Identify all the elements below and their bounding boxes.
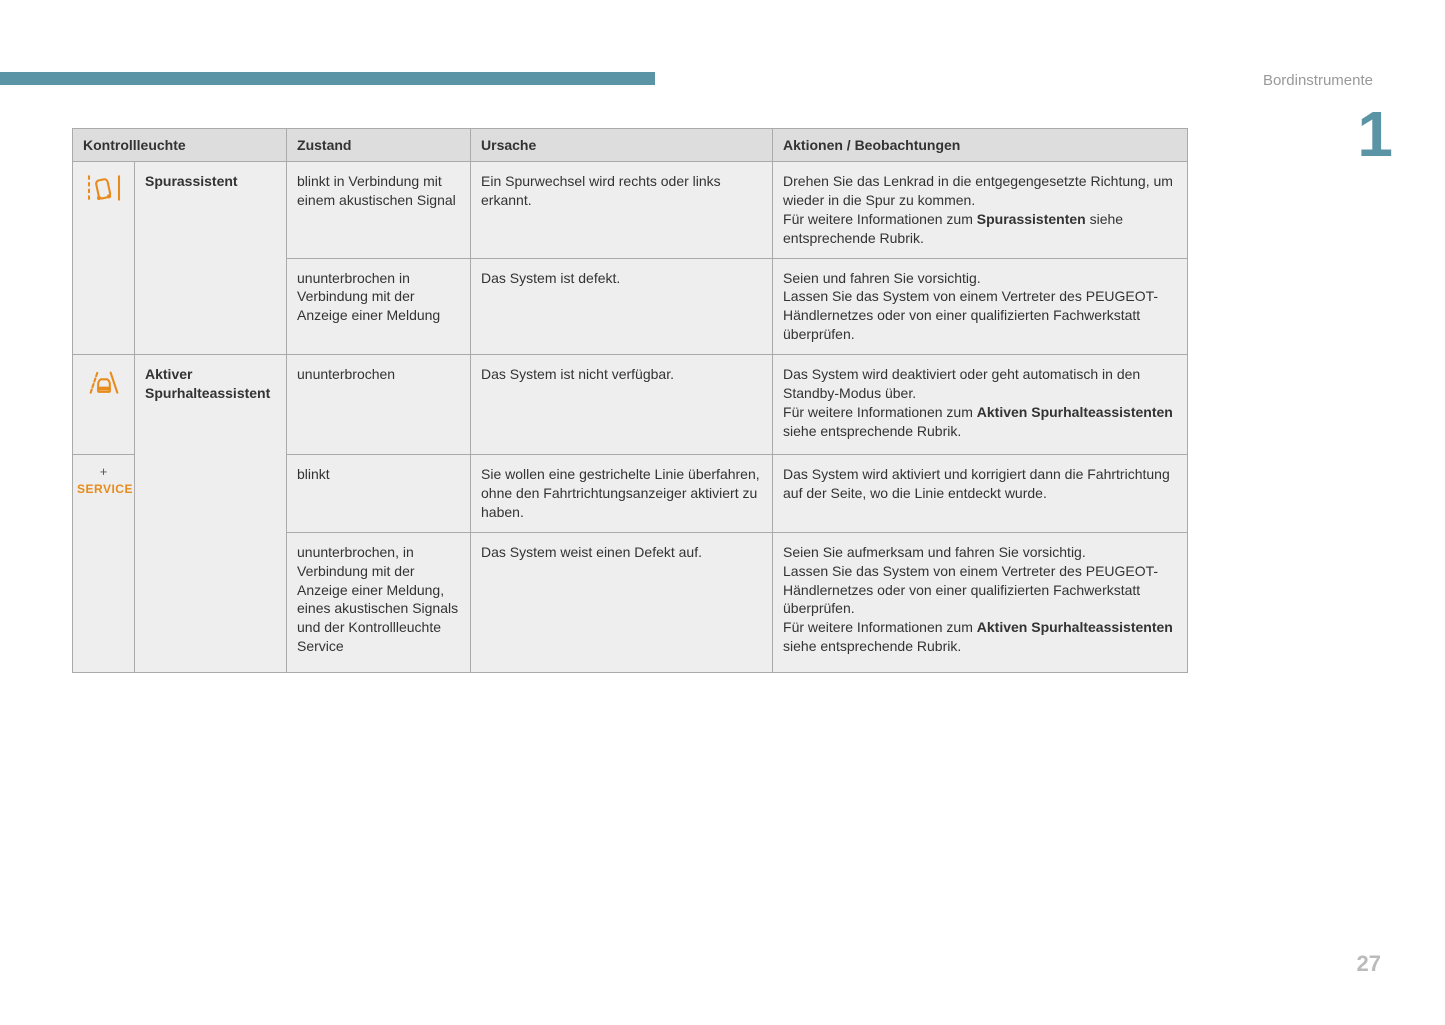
action-r1-bold: Spurassistenten bbox=[977, 211, 1086, 227]
action-r3-line1: Das System wird deaktiviert oder geht au… bbox=[783, 366, 1140, 401]
top-accent-bar bbox=[0, 72, 655, 85]
action-r2-line1: Seien und fahren Sie vorsichtig. bbox=[783, 270, 981, 286]
action-r2-line2: Lassen Sie das System von einem Vertrete… bbox=[783, 288, 1158, 342]
action-r5-line1: Seien Sie aufmerksam und fahren Sie vors… bbox=[783, 544, 1086, 560]
name-spurassistent: Spurassistent bbox=[135, 162, 287, 355]
table-header-row: Kontrollleuchte Zustand Ursache Aktionen… bbox=[73, 129, 1188, 162]
header-ursache: Ursache bbox=[471, 129, 773, 162]
action-r3-line2a: Für weitere Informationen zum bbox=[783, 404, 977, 420]
icon-cell-spurassistent bbox=[73, 162, 135, 355]
action-r5-bold: Aktiven Spurhalteassistenten bbox=[977, 619, 1173, 635]
cause-r3: Das System ist nicht verfügbar. bbox=[471, 355, 773, 455]
header-zustand: Zustand bbox=[287, 129, 471, 162]
service-label: SERVICE bbox=[77, 481, 130, 497]
page-number: 27 bbox=[1357, 951, 1381, 977]
state-r2: ununterbrochen in Verbindung mit der Anz… bbox=[287, 258, 471, 355]
action-r1-line2a: Für weitere Informationen zum bbox=[783, 211, 977, 227]
action-r5-line2: Lassen Sie das System von einem Vertrete… bbox=[783, 563, 1158, 617]
action-r2: Seien und fahren Sie vorsichtig. Lassen … bbox=[773, 258, 1188, 355]
section-label: Bordinstrumente bbox=[1263, 72, 1373, 89]
action-r5-line3c: siehe entsprechende Rubrik. bbox=[783, 638, 961, 654]
state-r1: blinkt in Verbindung mit einem akustisch… bbox=[287, 162, 471, 259]
action-r5: Seien Sie aufmerksam und fahren Sie vors… bbox=[773, 532, 1188, 672]
state-r5: ununterbrochen, in Verbindung mit der An… bbox=[287, 532, 471, 672]
action-r3: Das System wird deaktiviert oder geht au… bbox=[773, 355, 1188, 455]
action-r5-line3a: Für weitere Informationen zum bbox=[783, 619, 977, 635]
header-kontrollleuchte: Kontrollleuchte bbox=[73, 129, 287, 162]
action-r3-bold: Aktiven Spurhalteassistenten bbox=[977, 404, 1173, 420]
name-aktiver-spurhalte: Aktiver Spurhalteassistent bbox=[135, 355, 287, 673]
icon-cell-service: + SERVICE bbox=[73, 455, 135, 673]
action-r1: Drehen Sie das Lenkrad in die entgegenge… bbox=[773, 162, 1188, 259]
icon-cell-aktiver-spurhalte bbox=[73, 355, 135, 455]
action-r4: Das System wird aktiviert und korrigiert… bbox=[773, 455, 1188, 533]
cause-r2: Das System ist defekt. bbox=[471, 258, 773, 355]
cause-r1: Ein Spurwechsel wird rechts oder links e… bbox=[471, 162, 773, 259]
plus-sign: + bbox=[77, 463, 130, 481]
state-r3: ununterbrochen bbox=[287, 355, 471, 455]
active-lane-keeping-icon bbox=[84, 363, 124, 399]
action-r1-line1: Drehen Sie das Lenkrad in die entgegenge… bbox=[783, 173, 1173, 208]
header-aktionen: Aktionen / Beobachtungen bbox=[773, 129, 1188, 162]
section-number: 1 bbox=[1357, 102, 1393, 166]
state-r4: blinkt bbox=[287, 455, 471, 533]
cause-r5: Das System weist einen Defekt auf. bbox=[471, 532, 773, 672]
cause-r4: Sie wollen eine gestrichelte Linie überf… bbox=[471, 455, 773, 533]
action-r3-line2c: siehe entsprechende Rubrik. bbox=[783, 423, 961, 439]
table-row: Aktiver Spurhalteassistent ununterbroche… bbox=[73, 355, 1188, 455]
lane-assist-icon bbox=[84, 170, 124, 206]
table-row: Spurassistent blinkt in Verbindung mit e… bbox=[73, 162, 1188, 259]
warning-lights-table: Kontrollleuchte Zustand Ursache Aktionen… bbox=[72, 128, 1187, 673]
